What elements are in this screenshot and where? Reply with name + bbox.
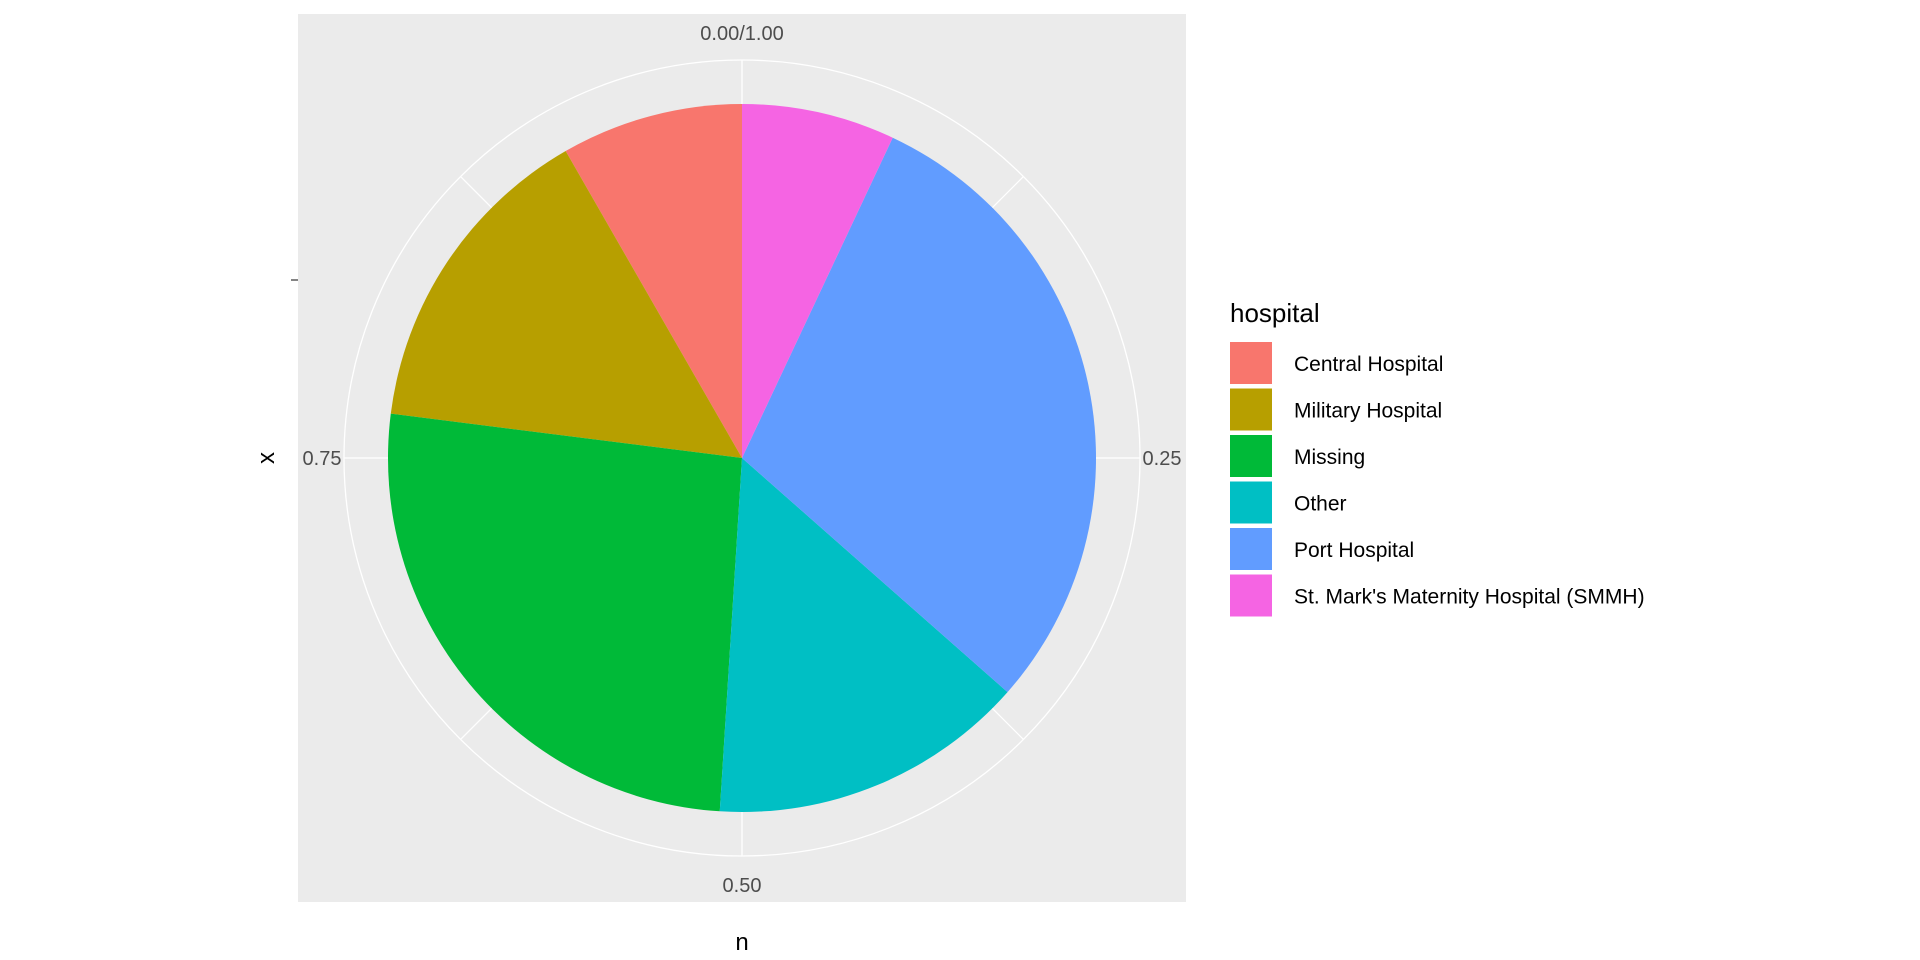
pie-slice-5 — [742, 104, 893, 458]
pie-slice-3 — [719, 458, 1008, 812]
legend-label-0: Central Hospital — [1294, 353, 1443, 376]
pie-slice-2 — [388, 413, 742, 812]
grid-spoke — [460, 707, 493, 740]
theta-tick-label-2: 0.50 — [723, 875, 762, 897]
legend-key-2 — [1230, 435, 1272, 477]
pie-slice-1 — [390, 151, 742, 458]
legend-key-5 — [1230, 574, 1272, 617]
legend-items: Central Hospital Military Hospital Missing… — [1230, 342, 1645, 617]
theta-tick-label-1: 0.25 — [1143, 448, 1182, 470]
legend: hospital Central Hospital Military Hospit… — [1230, 298, 1645, 617]
theta-tick-label-3: 0.75 — [303, 448, 342, 470]
polar-grid — [343, 59, 1141, 857]
grid-spoke — [460, 176, 493, 209]
legend-label-3: Other — [1294, 493, 1347, 516]
y-axis-title: x — [253, 452, 280, 464]
grid-spoke — [991, 707, 1024, 740]
pie-slice-4 — [742, 137, 1096, 693]
x-axis-title: n — [735, 929, 748, 956]
theta-tick-labels: 0.00/1.00 0.25 0.50 0.75 — [303, 23, 1182, 897]
legend-label-4: Port Hospital — [1294, 539, 1414, 562]
legend-key-4 — [1230, 528, 1272, 570]
legend-label-5: St. Mark's Maternity Hospital (SMMH) — [1294, 586, 1645, 609]
legend-label-2: Missing — [1294, 446, 1365, 469]
legend-key-1 — [1230, 388, 1272, 431]
legend-title: hospital — [1230, 298, 1320, 328]
pie-slices — [388, 104, 1096, 812]
grid-spoke — [991, 176, 1024, 209]
legend-key-0 — [1230, 342, 1272, 384]
legend-label-1: Military Hospital — [1294, 400, 1442, 423]
pie-slice-0 — [565, 104, 742, 458]
theta-tick-label-0: 0.00/1.00 — [700, 23, 783, 45]
legend-key-3 — [1230, 481, 1272, 524]
